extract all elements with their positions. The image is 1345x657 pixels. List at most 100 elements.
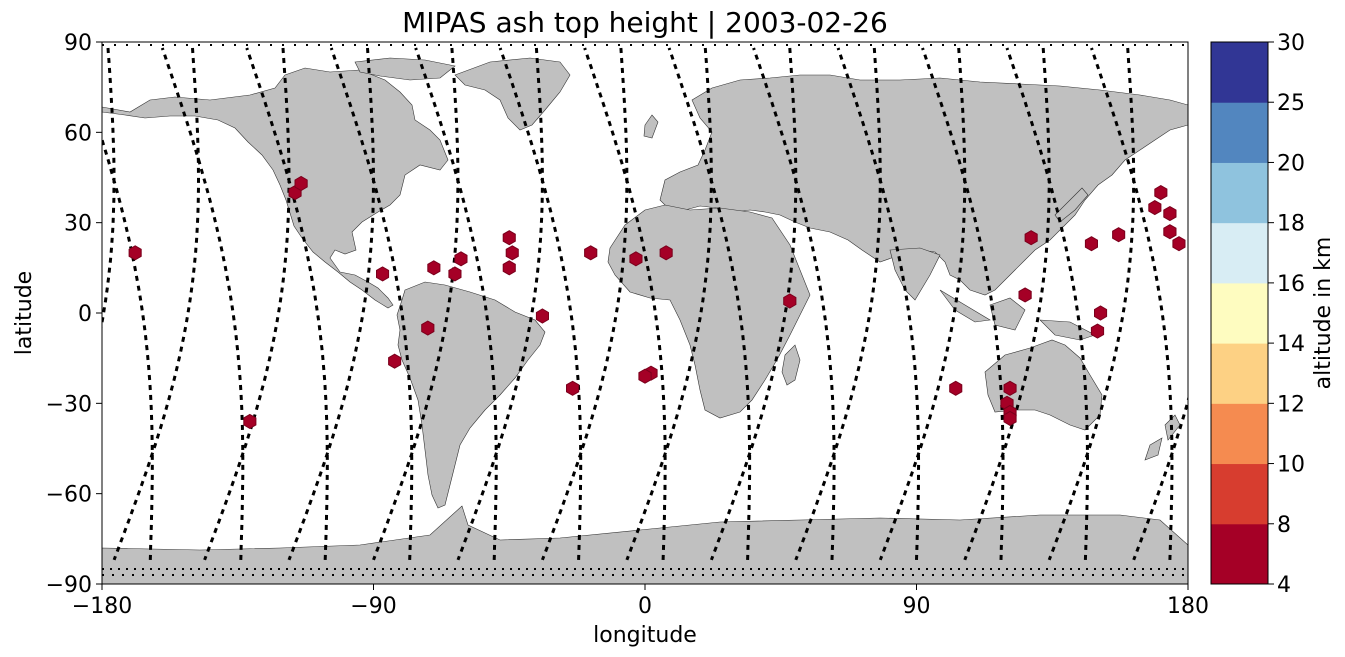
ash-point bbox=[448, 266, 462, 282]
colorbar-segment bbox=[1211, 42, 1268, 103]
landmass-north-america bbox=[102, 67, 449, 309]
colorbar-frame bbox=[1210, 41, 1269, 585]
ash-point bbox=[1172, 236, 1186, 252]
ash-point bbox=[1112, 227, 1126, 243]
ash-point bbox=[535, 308, 549, 324]
ash-point bbox=[1003, 410, 1017, 426]
ash-point bbox=[1018, 287, 1032, 303]
orbit-track-ascending bbox=[752, 47, 836, 560]
colorbar-tick-label: 10 bbox=[1277, 453, 1305, 478]
y-tick-label: 60 bbox=[64, 121, 92, 146]
orbit-track-descending bbox=[540, 47, 629, 561]
landmass-india bbox=[889, 247, 941, 301]
landmass-madagascar bbox=[781, 344, 801, 386]
colorbar-segment bbox=[1211, 102, 1268, 163]
ash-point bbox=[1084, 236, 1098, 252]
ash-point bbox=[1148, 200, 1162, 216]
ash-point bbox=[629, 251, 643, 267]
colorbar-segment bbox=[1211, 523, 1268, 585]
orbit-track-descending bbox=[456, 47, 544, 561]
ash-point bbox=[388, 353, 402, 369]
ash-point bbox=[659, 245, 673, 261]
land-layer bbox=[102, 57, 1188, 584]
landmass-eurasia bbox=[659, 74, 1188, 296]
colorbar-segment bbox=[1211, 282, 1268, 344]
x-axis: −180 −90 0 90 180 bbox=[72, 584, 1209, 619]
colorbar-segment bbox=[1211, 222, 1268, 284]
ash-detections bbox=[128, 175, 1186, 429]
y-tick-label: 0 bbox=[78, 302, 92, 327]
landmass-arctic-islands bbox=[354, 57, 456, 81]
orbit-track-descending bbox=[287, 47, 376, 561]
colorbar-tick-label: 25 bbox=[1277, 91, 1305, 116]
orbit-track-descending bbox=[1047, 47, 1136, 561]
x-tick-label: 180 bbox=[1167, 594, 1209, 619]
ash-point bbox=[1163, 224, 1177, 240]
ash-point bbox=[638, 368, 652, 384]
ash-point bbox=[949, 380, 963, 396]
y-tick-label: 30 bbox=[64, 212, 92, 237]
orbit-track-ascending bbox=[160, 47, 245, 560]
ash-point bbox=[421, 320, 435, 336]
y-axis-label: latitude bbox=[12, 271, 37, 355]
orbit-track-ascending bbox=[414, 47, 498, 560]
orbit-track-descending bbox=[203, 47, 291, 561]
ash-point bbox=[1163, 206, 1177, 222]
orbit-track-descending bbox=[878, 47, 967, 561]
colorbar-tick-label: 16 bbox=[1277, 272, 1305, 297]
orbit-track-ascending bbox=[1005, 47, 1089, 560]
ash-point bbox=[505, 245, 519, 261]
ash-point bbox=[376, 266, 390, 282]
colorbar: 4 8 10 12 14 16 18 20 25 30 bbox=[1210, 31, 1305, 598]
chart-title: MIPAS ash top height | 2003-02-26 bbox=[402, 6, 888, 39]
orbit-track-ascending bbox=[329, 47, 414, 560]
orbit-track-ascending bbox=[498, 47, 583, 560]
ash-point bbox=[454, 251, 468, 267]
y-tick-label: 90 bbox=[64, 31, 92, 56]
orbit-track-ascending bbox=[921, 47, 1005, 560]
colorbar-segment bbox=[1211, 343, 1268, 404]
colorbar-tick-label: 14 bbox=[1277, 332, 1305, 357]
orbit-track-ascending bbox=[245, 47, 329, 560]
colorbar-tick-label: 18 bbox=[1277, 212, 1305, 237]
ash-point bbox=[427, 260, 441, 276]
ash-point bbox=[128, 245, 142, 261]
ash-point bbox=[1094, 305, 1108, 321]
colorbar-tick-label: 4 bbox=[1277, 573, 1291, 598]
orbit-track-descending bbox=[112, 47, 200, 561]
colorbar-tick-label: 8 bbox=[1277, 513, 1291, 538]
x-axis-label: longitude bbox=[593, 623, 697, 648]
x-tick-label: −180 bbox=[72, 594, 132, 619]
orbit-track-descending bbox=[1132, 395, 1188, 561]
x-tick-label: −90 bbox=[350, 594, 396, 619]
orbit-track-ascending bbox=[667, 47, 752, 560]
landmass-south-america bbox=[396, 281, 546, 509]
colorbar-segment bbox=[1211, 162, 1268, 224]
x-tick-label: 90 bbox=[903, 594, 931, 619]
orbit-track-descending bbox=[625, 47, 713, 561]
y-tick-label: −90 bbox=[46, 573, 92, 598]
colorbar-segment bbox=[1211, 403, 1268, 465]
ash-point bbox=[1024, 230, 1038, 246]
orbit-track-ascending bbox=[836, 47, 921, 560]
orbit-track-ascending bbox=[583, 47, 667, 560]
ash-point bbox=[783, 293, 797, 309]
landmass-indonesia bbox=[939, 289, 1096, 341]
orbit-track-descending bbox=[372, 47, 460, 561]
colorbar-tick-label: 12 bbox=[1277, 392, 1305, 417]
colorbar-tick-label: 30 bbox=[1277, 31, 1305, 56]
y-axis: −90 −60 −30 0 30 60 90 bbox=[46, 31, 102, 598]
orbit-track-descending bbox=[709, 47, 798, 561]
colorbar-tick-label: 20 bbox=[1277, 151, 1305, 176]
y-tick-label: −30 bbox=[46, 392, 92, 417]
ash-point bbox=[1090, 323, 1105, 339]
x-tick-label: 0 bbox=[638, 594, 652, 619]
colorbar-label: altitude in km bbox=[1311, 237, 1336, 390]
orbit-track-ascending bbox=[1090, 47, 1174, 560]
ash-point bbox=[502, 230, 516, 246]
ash-point bbox=[502, 260, 516, 276]
orbit-track-descending bbox=[794, 47, 882, 561]
ash-point bbox=[566, 380, 580, 396]
colorbar-segment bbox=[1211, 463, 1268, 525]
